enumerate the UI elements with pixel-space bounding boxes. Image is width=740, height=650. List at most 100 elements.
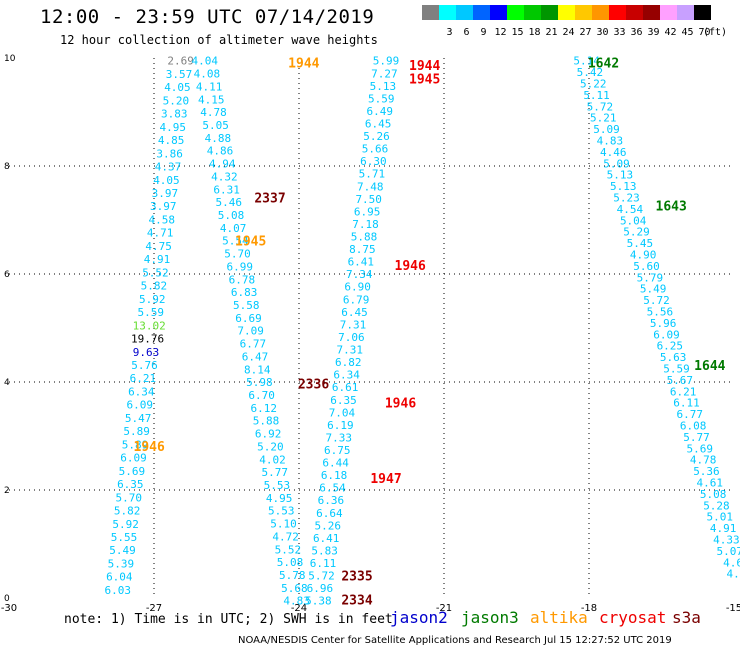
wave-height-value: 7.06 bbox=[338, 331, 365, 344]
wave-height-value: 6.69 bbox=[235, 312, 262, 325]
track-id-label: 1945 bbox=[235, 235, 266, 250]
wave-height-value: 6.21 bbox=[130, 372, 157, 385]
page-subtitle: 12 hour collection of altimeter wave hei… bbox=[60, 33, 378, 47]
wave-height-value: 4.86 bbox=[207, 145, 234, 158]
scale-swatch bbox=[439, 5, 456, 20]
track-id-label: 2336 bbox=[298, 378, 329, 393]
track-id-labels: 1944194519461944194519461946194723372336… bbox=[134, 56, 726, 608]
wave-height-value: 5.04 bbox=[620, 214, 647, 227]
lon-tick-label: -15 bbox=[726, 603, 740, 614]
scale-label: 15 bbox=[511, 27, 524, 38]
wave-height-value: 5.29 bbox=[623, 226, 650, 239]
lat-tick-label: 4 bbox=[4, 378, 10, 388]
wave-height-value: 5.28 bbox=[703, 499, 730, 512]
wave-height-value: 6.41 bbox=[313, 532, 340, 545]
wave-height-value: 5.92 bbox=[139, 293, 166, 306]
wave-height-value: 13.02 bbox=[133, 319, 166, 332]
wave-height-value: 6.34 bbox=[333, 369, 360, 382]
wave-height-value: 5.52 bbox=[275, 543, 302, 556]
wave-height-value: 5.49 bbox=[640, 283, 667, 296]
wave-height-value: 5.05 bbox=[202, 119, 229, 132]
scale-label: 45 bbox=[681, 27, 694, 38]
wave-height-value: 4.94 bbox=[209, 158, 236, 171]
wave-height-value: 5.13 bbox=[607, 169, 634, 182]
scale-label: 3 bbox=[446, 27, 453, 38]
wave-height-value: 8.75 bbox=[349, 243, 376, 256]
wave-height-value: 5.55 bbox=[111, 531, 138, 544]
wave-height-value: 6.79 bbox=[343, 293, 370, 306]
wave-height-value: 3.86 bbox=[156, 147, 183, 160]
wave-height-value: 5.38 bbox=[305, 595, 332, 608]
wave-height-value: 7.09 bbox=[237, 325, 264, 338]
scale-label: 39 bbox=[647, 27, 660, 38]
wave-height-value: 7.04 bbox=[329, 406, 356, 419]
wave-height-value: 5.45 bbox=[627, 237, 654, 250]
wave-height-value: 5.68 bbox=[281, 582, 308, 595]
track-id-label: 1945 bbox=[409, 73, 440, 88]
wave-height-value: 5.59 bbox=[368, 92, 395, 105]
wave-height-value: 5.79 bbox=[637, 271, 664, 284]
wave-height-value: 5.67 bbox=[667, 374, 694, 387]
wave-height-value: 6.99 bbox=[226, 260, 253, 273]
wave-height-value: 6.36 bbox=[318, 494, 345, 507]
scale-label: 21 bbox=[545, 27, 558, 38]
wave-height-value: 6.19 bbox=[327, 419, 354, 432]
wave-height-value: 6.11 bbox=[673, 397, 700, 410]
wave-height-value: 19.76 bbox=[131, 333, 164, 346]
track-id-label: 1644 bbox=[694, 359, 725, 374]
wave-height-value: 4.05 bbox=[164, 81, 191, 94]
wave-height-value: 5.96 bbox=[650, 317, 677, 330]
wave-height-value: 5.09 bbox=[603, 157, 630, 170]
wave-height-value: 3.57 bbox=[166, 68, 193, 81]
wave-height-value: 5.78 bbox=[279, 569, 306, 582]
wave-height-value: 5.07 bbox=[717, 545, 740, 558]
wave-height-value: 4.46 bbox=[600, 146, 627, 159]
wave-height-value: 6.78 bbox=[229, 273, 256, 286]
wave-height-value: 6.77 bbox=[240, 338, 267, 351]
scale-label: 27 bbox=[579, 27, 592, 38]
wave-height-value: 5.22 bbox=[580, 78, 607, 91]
wave-height-value: 4.05 bbox=[153, 174, 180, 187]
scale-swatch bbox=[592, 5, 609, 20]
wave-height-value: 6.08 bbox=[680, 420, 707, 433]
scale-swatch bbox=[422, 5, 439, 20]
track-id-label: 1946 bbox=[395, 259, 426, 274]
wave-height-value: 5.23 bbox=[613, 192, 640, 205]
scale-swatch bbox=[660, 5, 677, 20]
wave-height-value: 5.54 bbox=[222, 235, 249, 248]
track-id-label: 2335 bbox=[341, 569, 372, 584]
wave-height-value: 5.08 bbox=[700, 488, 727, 501]
track-id-label: 2337 bbox=[254, 191, 285, 206]
wave-height-value: 5.26 bbox=[315, 519, 342, 532]
wave-height-value: 4.90 bbox=[630, 249, 657, 262]
wave-height-value: 5.08 bbox=[277, 556, 304, 569]
wave-height-value: 6.12 bbox=[251, 402, 278, 415]
wave-height-value: 4.08 bbox=[194, 68, 221, 81]
wave-height-value: 4.58 bbox=[148, 213, 175, 226]
axis-ticks: -30 -27 -24 -21 -18 -15 0 2 4 6 8 10 bbox=[1, 54, 740, 614]
wave-height-value: 5.49 bbox=[109, 544, 136, 557]
wave-height-value: 6.49 bbox=[366, 105, 393, 118]
wave-height-value: 6.30 bbox=[360, 155, 387, 168]
wave-height-value: 5.82 bbox=[114, 505, 141, 518]
wave-height-value: 5.09 bbox=[593, 123, 620, 136]
wave-height-color-scale: 3 6 9 12 15 18 21 24 27 30 33 36 39 42 45 70 (ft) bbox=[422, 5, 727, 38]
wave-height-value: 6.35 bbox=[117, 478, 144, 491]
wave-height-value: 6.83 bbox=[231, 286, 258, 299]
track-id-label: 1944 bbox=[288, 56, 319, 71]
wave-height-value: 6.35 bbox=[330, 394, 357, 407]
wave-height-value: 6.41 bbox=[348, 256, 375, 269]
wave-height-value: 6.31 bbox=[213, 183, 240, 196]
wave-height-value: 5.13 bbox=[610, 180, 637, 193]
scale-swatch bbox=[677, 5, 694, 20]
scale-label: 33 bbox=[613, 27, 626, 38]
wave-height-value: 6.95 bbox=[354, 205, 381, 218]
wave-height-value: 6.82 bbox=[335, 356, 362, 369]
wave-height-value: 5.21 bbox=[590, 112, 617, 125]
wave-height-value: 9.63 bbox=[133, 346, 160, 359]
scale-swatch bbox=[456, 5, 473, 20]
lat-tick-label: 10 bbox=[4, 54, 16, 64]
wave-height-value: 7.33 bbox=[326, 431, 353, 444]
wave-height-value: 5.42 bbox=[577, 66, 604, 79]
scale-swatch bbox=[541, 5, 558, 20]
